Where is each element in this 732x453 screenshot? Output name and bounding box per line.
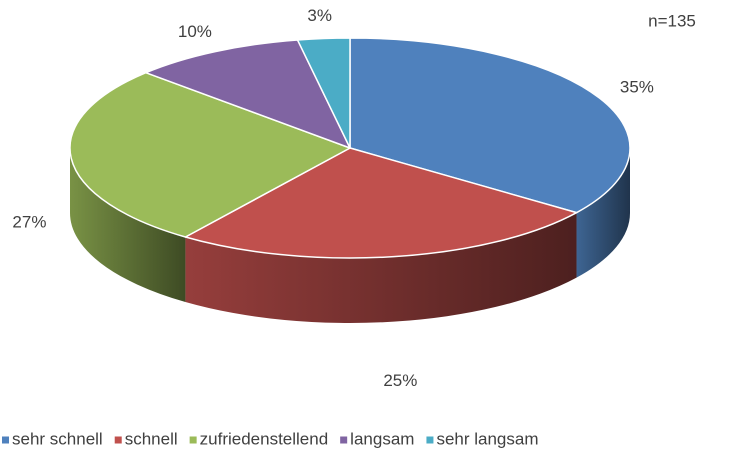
slice-side [576,148,630,278]
legend-marker [340,436,348,444]
legend-label: langsam [350,429,414,448]
legend-marker [426,436,434,444]
slice-side [185,212,577,323]
data-label: 27% [12,213,46,232]
data-label: 35% [620,78,654,97]
data-label: 3% [307,6,332,25]
slice [69,71,351,238]
slice [184,147,578,259]
slice [296,37,351,149]
annotation: n=135 [648,11,696,30]
slice [349,37,631,214]
data-label: 25% [383,371,417,390]
legend-label: sehr langsam [436,429,538,448]
slice-side [70,148,186,302]
legend-marker [114,436,122,444]
legend-label: zufriedenstellend [200,429,329,448]
legend-label: sehr schnell [12,429,103,448]
legend-label: schnell [125,429,178,448]
legend-marker [189,436,197,444]
slice [145,39,351,149]
data-label: 10% [178,22,212,41]
legend-marker [2,436,9,444]
